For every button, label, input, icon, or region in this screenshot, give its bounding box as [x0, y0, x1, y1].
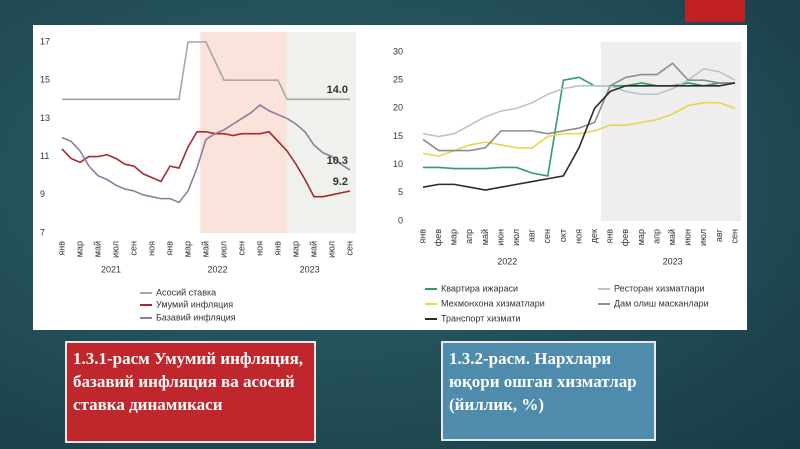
legend-label: Мехмонхона хизматлари — [441, 298, 545, 308]
x-tick-label: май — [200, 241, 210, 257]
x-tick-label: мар — [182, 241, 192, 257]
x-tick-label: апр — [464, 229, 474, 244]
y-tick-label: 11 — [40, 151, 49, 161]
x-tick-label: янв — [164, 241, 174, 256]
series-line — [61, 130, 351, 198]
y-tick-label: 15 — [40, 75, 50, 85]
x-tick-label: ноя — [146, 241, 156, 256]
x-tick-label: сен — [344, 241, 354, 256]
value-label: 14.0 — [327, 84, 348, 96]
y-tick-label: 13 — [40, 113, 50, 123]
x-tick-label: апр — [651, 229, 661, 244]
series-line — [422, 82, 736, 191]
y-tick-label: 25 — [393, 75, 403, 85]
x-tick-label: янв — [417, 229, 427, 244]
legend-label: Умумий инфляция — [156, 299, 233, 309]
x-tick-label: фев — [433, 229, 443, 246]
x-tick-label: янв — [605, 229, 615, 244]
x-tick-label: мар — [449, 229, 459, 245]
year-label: 2021 — [101, 264, 121, 274]
y-tick-label: 9 — [40, 189, 45, 199]
x-tick-label: сен — [128, 241, 138, 256]
x-tick-label: окт — [558, 229, 568, 242]
x-tick-label: июл — [698, 229, 708, 246]
x-tick-label: ноя — [254, 241, 264, 256]
legend-label: Квартира ижараси — [441, 283, 518, 293]
year-label: 2023 — [300, 264, 320, 274]
legend-label: Базавий инфляция — [156, 312, 236, 322]
x-tick-label: ноя — [573, 229, 583, 244]
y-tick-label: 30 — [393, 46, 403, 56]
period-shade — [600, 42, 742, 221]
series-line — [423, 76, 735, 177]
x-tick-label: май — [480, 229, 490, 245]
x-tick-label: мар — [290, 241, 300, 257]
caption-right: 1.3.2-расм. Нархлари юқори ошган хизматл… — [441, 341, 656, 441]
y-tick-label: 0 — [398, 215, 403, 225]
x-tick-label: сен — [729, 229, 739, 244]
y-tick-label: 20 — [393, 103, 403, 113]
x-tick-label: июл — [326, 241, 336, 258]
y-tick-label: 7 — [40, 227, 45, 237]
x-tick-label: мар — [636, 229, 646, 245]
accent-bar — [685, 0, 745, 22]
x-tick-label: дек — [589, 229, 599, 243]
x-tick-label: фев — [620, 229, 630, 246]
series-line — [61, 104, 351, 204]
legend-label: Дам олиш масканлари — [614, 298, 709, 308]
x-tick-label: май — [92, 241, 102, 257]
series-line — [422, 101, 736, 158]
y-tick-label: 17 — [40, 36, 50, 46]
series-line — [422, 68, 736, 138]
x-tick-label: июл — [110, 241, 120, 258]
y-tick-label: 15 — [393, 131, 403, 141]
x-tick-label: сен — [236, 241, 246, 256]
series-line — [62, 41, 350, 101]
series-line — [422, 62, 735, 152]
x-tick-label: янв — [272, 241, 282, 256]
year-label: 2022 — [208, 264, 228, 274]
caption-left: 1.3.1-расм Умумий инфляция, базавий инфл… — [65, 341, 316, 443]
x-tick-label: авг — [714, 228, 724, 242]
x-tick-label: май — [308, 241, 318, 257]
x-tick-label: июн — [495, 229, 505, 246]
x-tick-label: май — [667, 229, 677, 245]
value-label: 9.2 — [333, 176, 348, 188]
x-tick-label: июн — [683, 229, 693, 246]
x-tick-label: янв — [56, 241, 66, 256]
x-tick-label: сен — [542, 229, 552, 244]
y-tick-label: 5 — [398, 187, 403, 197]
year-label: 2023 — [663, 256, 683, 266]
x-tick-label: июл — [218, 241, 228, 258]
x-tick-label: авг — [527, 228, 537, 242]
legend-label: Ресторан хизматлари — [614, 283, 704, 293]
x-tick-label: июл — [511, 229, 521, 246]
period-shade — [200, 32, 287, 233]
x-tick-label: мар — [74, 241, 84, 257]
legend-label: Асосий ставка — [156, 287, 216, 297]
y-tick-label: 10 — [393, 159, 403, 169]
year-label: 2022 — [497, 256, 517, 266]
value-label: 10.3 — [327, 155, 348, 167]
legend-label: Транспорт хизмати — [441, 313, 521, 323]
period-shade — [286, 32, 356, 233]
